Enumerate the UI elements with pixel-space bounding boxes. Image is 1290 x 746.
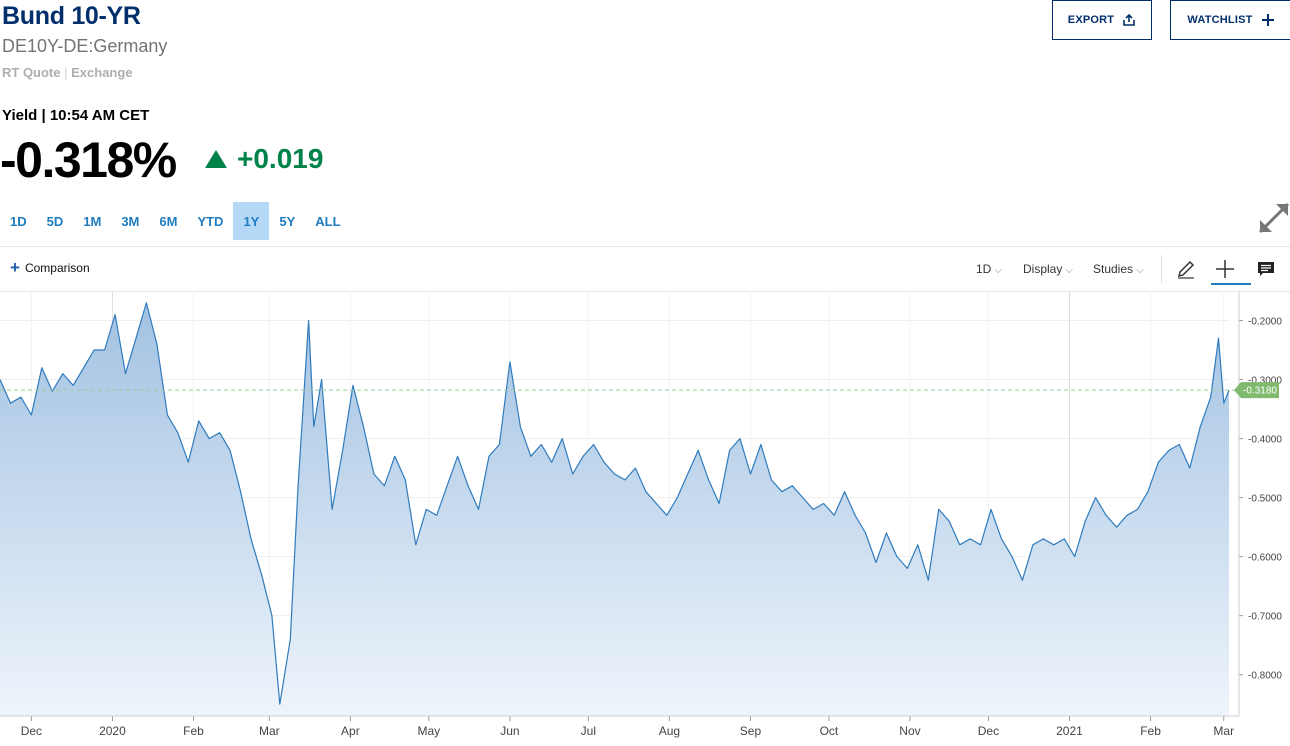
toolbar-divider xyxy=(1161,255,1162,283)
x-tick-label: Dec xyxy=(21,724,42,738)
studies-label: Studies xyxy=(1093,262,1134,276)
price-change: +0.019 xyxy=(205,143,323,175)
chevron-down-icon: ⌵ xyxy=(994,265,1002,276)
x-tick-label: Dec xyxy=(978,724,999,738)
yield-chart[interactable]: -0.2000 -0.3000 -0.4000 -0.5000 -0.6000 -0.70… xyxy=(0,291,1290,746)
x-tick-label: Jun xyxy=(500,724,519,738)
x-tick-label: Mar xyxy=(259,724,280,738)
studies-select[interactable]: Studies ⌵ xyxy=(1093,262,1144,276)
watchlist-label: WATCHLIST xyxy=(1187,14,1253,26)
page-title: Bund 10-YR xyxy=(2,2,141,30)
quote-type-separator: | xyxy=(64,65,72,80)
up-arrow-icon xyxy=(205,150,227,168)
share-icon xyxy=(1123,13,1136,26)
y-tick-label: -0.5000 xyxy=(1248,494,1282,505)
range-all[interactable]: ALL xyxy=(315,213,341,229)
time-range-selector: 1D 5D 1M 3M 6M YTD 1Y 5Y ALL xyxy=(0,202,351,240)
last-price: -0.318% xyxy=(0,132,177,188)
x-tick-label: 2021 xyxy=(1056,724,1083,738)
change-value: +0.019 xyxy=(237,143,324,174)
y-tick-label: -0.3000 xyxy=(1248,376,1282,387)
plus-icon: + xyxy=(10,258,20,277)
chevron-down-icon: ⌵ xyxy=(1065,265,1073,276)
range-5d[interactable]: 5D xyxy=(46,213,64,229)
exchange-label: Exchange xyxy=(71,65,133,80)
current-value-label: -0.3180 xyxy=(1243,386,1277,397)
x-tick-label: 2020 xyxy=(99,724,126,738)
interval-label: 1D xyxy=(976,262,992,276)
y-tick-label: -0.7000 xyxy=(1248,612,1282,623)
y-tick-label: -0.2000 xyxy=(1248,317,1282,328)
quote-type-label: RT Quote xyxy=(2,65,61,80)
range-5y[interactable]: 5Y xyxy=(279,213,296,229)
export-button[interactable]: EXPORT xyxy=(1052,0,1152,40)
crosshair-icon[interactable] xyxy=(1214,258,1236,280)
x-tick-label: Apr xyxy=(341,724,360,738)
x-tick-label: May xyxy=(418,724,441,738)
y-tick-label: -0.8000 xyxy=(1248,671,1282,682)
x-tick-label: Nov xyxy=(899,724,920,738)
x-tick-label: Aug xyxy=(659,724,680,738)
comparison-button[interactable]: + Comparison xyxy=(10,258,90,277)
comparison-label: Comparison xyxy=(24,261,90,275)
x-tick-label: Jul xyxy=(581,724,596,738)
x-tick-label: Mar xyxy=(1213,724,1234,738)
export-label: EXPORT xyxy=(1067,14,1115,26)
range-1m[interactable]: 1M xyxy=(83,213,102,229)
yield-time-label: Yield | 10:54 AM CET xyxy=(2,107,150,124)
pencil-icon[interactable] xyxy=(1175,258,1197,280)
range-3m[interactable]: 3M xyxy=(121,213,140,229)
range-6m[interactable]: 6M xyxy=(159,213,178,229)
range-1y[interactable]: 1Y xyxy=(233,202,270,240)
x-tick-label: Sep xyxy=(740,724,762,738)
series-line xyxy=(0,302,1230,705)
y-tick-label: -0.6000 xyxy=(1248,553,1282,564)
watchlist-button[interactable]: WATCHLIST xyxy=(1170,0,1290,40)
plus-icon xyxy=(1261,14,1274,26)
current-value-badge xyxy=(1234,382,1279,399)
chevron-down-icon: ⌵ xyxy=(1136,265,1144,276)
chart-toolbar: + Comparison 1D ⌵ Display ⌵ Studies ⌵ xyxy=(0,246,1290,292)
interval-select[interactable]: 1D ⌵ xyxy=(976,262,1002,276)
x-tick-label: Feb xyxy=(183,724,204,738)
range-ytd[interactable]: YTD xyxy=(197,213,224,229)
x-tick-label: Oct xyxy=(820,724,839,738)
annotation-icon[interactable] xyxy=(1255,258,1277,280)
range-1d[interactable]: 1D xyxy=(10,213,27,229)
symbol-subtitle: DE10Y-DE:Germany xyxy=(2,36,168,56)
quote-type: RT Quote | Exchange xyxy=(2,65,133,80)
series-area xyxy=(0,302,1229,716)
expand-icon[interactable] xyxy=(1256,200,1290,236)
x-tick-label: Feb xyxy=(1140,724,1161,738)
y-tick-label: -0.4000 xyxy=(1248,435,1282,446)
display-label: Display xyxy=(1023,262,1063,276)
display-select[interactable]: Display ⌵ xyxy=(1023,262,1073,276)
crosshair-active-indicator xyxy=(1211,283,1251,285)
